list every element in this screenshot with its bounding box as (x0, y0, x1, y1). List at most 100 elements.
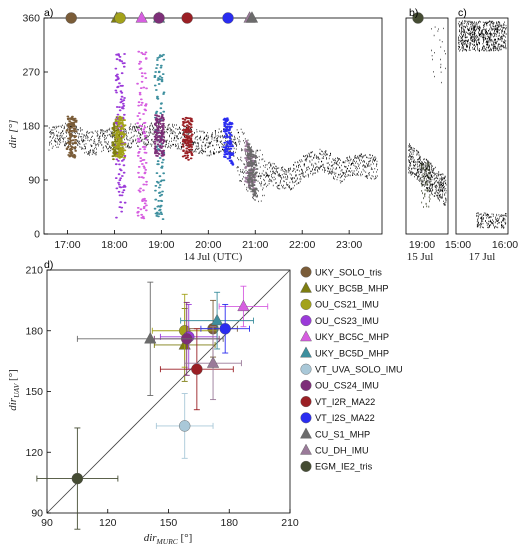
panel-c-reference-series (458, 21, 506, 228)
data-point-VT_I2S_MA22 (220, 323, 231, 334)
reference-series (49, 123, 378, 201)
svg-text:dirUAV [°]: dirUAV [°] (7, 369, 21, 411)
panel-a-x-ticks: 17:00 18:00 19:00 20:00 21:00 22:00 23:00 (54, 230, 362, 251)
y-tick-label: 180 (25, 325, 43, 337)
legend-item-OU_CS21_IMU: OU_CS21_IMU (301, 299, 379, 310)
legend-marker (301, 299, 312, 310)
legend-label: CU_DH_IMU (315, 446, 369, 456)
panel-d-x-axis-label: dirMURC [°] (144, 532, 193, 546)
legend-marker (300, 282, 311, 292)
panel-c: c) 15:00 16:00 17 Jul (445, 7, 518, 263)
panel-d-y-axis-label: dirUAV [°] (7, 369, 21, 411)
panel-b-x-tick-label: 19:00 (409, 239, 435, 251)
y-tick-label: 90 (28, 175, 40, 187)
data-point-VT_I2R_MA22 (191, 364, 202, 375)
legend-label: UKY_BC5B_MHP (315, 284, 389, 294)
point-group-EGM_IE2_tris (37, 428, 118, 529)
panel-a-frame (44, 18, 382, 234)
flight-marker-UKY_BC5C_MHP (136, 12, 148, 23)
x-tick-label: 19:00 (148, 239, 174, 251)
legend-item-OU_CS23_IMU: OU_CS23_IMU (301, 315, 379, 326)
point-group-OU_CS21_IMU (152, 294, 217, 367)
panel-b-x-axis-label: 15 Jul (407, 251, 434, 263)
panel-b-frame (406, 18, 448, 234)
x-tick-label: 120 (99, 517, 117, 529)
panel-b-data (408, 13, 446, 208)
legend-marker (301, 396, 312, 407)
y-tick-label: 210 (25, 265, 43, 277)
legend-marker (300, 331, 311, 341)
panel-a-x-axis-label: 14 Jul (UTC) (184, 251, 243, 263)
data-point-CU_DH_IMU (207, 357, 219, 368)
legend-marker (301, 315, 312, 326)
legend-item-UKY_BC5B_MHP: UKY_BC5B_MHP (300, 282, 388, 293)
flight-marker-VT_I2S_MA22 (223, 13, 234, 24)
panel-d: 90 120 150 180 210 90 120 150 180 210 d) dirUAV … (7, 259, 299, 546)
panel-a-y-axis-label: dir [°] (7, 120, 19, 149)
legend-marker (301, 461, 312, 472)
legend-item-UKY_SOLO_tris: UKY_SOLO_tris (301, 267, 383, 278)
legend-item-UKY_BC5C_MHP: UKY_BC5C_MHP (300, 331, 389, 342)
panel-a-data (49, 12, 378, 219)
legend-label: UKY_SOLO_tris (315, 267, 382, 277)
y-tick-label: 0 (34, 229, 40, 241)
panel-c-label: c) (458, 7, 467, 19)
legend: UKY_SOLO_tris UKY_BC5B_MHP OU_CS21_IMU OU_C… (300, 267, 402, 472)
panel-c-x-tick-label-2: 16:00 (492, 239, 518, 251)
flight-marker-OU_CS21_IMU (115, 13, 126, 24)
x-tick-label: 210 (281, 517, 299, 529)
legend-marker (300, 347, 311, 357)
panel-c-x-axis-label: 17 Jul (469, 251, 496, 263)
legend-label: UKY_BC5D_MHP (315, 348, 389, 358)
legend-label: VT_I2S_MA22 (315, 413, 375, 423)
panel-b: b) 19:00 15 Jul (406, 7, 448, 263)
legend-marker (301, 267, 312, 278)
data-point-VT_UVA_SOLO_IMU (179, 420, 190, 431)
y-tick-label: 180 (22, 121, 40, 133)
flight-segment-UKY_SOLO_tris (67, 117, 77, 158)
x-tick-label: 90 (41, 517, 53, 529)
data-point-UKY_BC5C_MHP (238, 300, 250, 311)
y-tick-label: 120 (25, 447, 43, 459)
legend-label: EGM_IE2_tris (315, 462, 373, 472)
point-group-VT_I2R_MA22 (160, 329, 233, 410)
y-tick-label: 270 (22, 67, 40, 79)
legend-item-EGM_IE2_tris: EGM_IE2_tris (301, 461, 373, 472)
legend-marker (300, 444, 311, 454)
legend-item-VT_I2S_MA22: VT_I2S_MA22 (301, 413, 375, 424)
x-tick-label: 23:00 (336, 239, 362, 251)
legend-marker (301, 380, 312, 391)
x-tick-label: 21:00 (242, 239, 268, 251)
legend-item-CU_DH_IMU: CU_DH_IMU (300, 444, 368, 455)
legend-label: CU_S1_MHP (315, 429, 370, 439)
flight-marker-VT_I2R_MA22 (182, 13, 193, 24)
y-tick-label: 150 (25, 386, 43, 398)
legend-item-OU_CS24_IMU: OU_CS24_IMU (301, 380, 379, 391)
panel-b-reference-series (408, 27, 446, 205)
legend-label: UKY_BC5C_MHP (315, 332, 389, 342)
x-tick-label: 18:00 (101, 239, 127, 251)
legend-marker (301, 413, 312, 424)
panel-d-label: d) (44, 259, 53, 271)
legend-label: VT_UVA_SOLO_IMU (315, 365, 403, 375)
panel-d-x-ticks: 90 120 150 180 210 (41, 509, 299, 529)
panel-c-x-tick-label-1: 15:00 (445, 239, 471, 251)
x-tick-label: 22:00 (289, 239, 315, 251)
x-tick-label: 20:00 (195, 239, 221, 251)
point-group-VT_I2S_MA22 (201, 304, 250, 353)
legend-label: VT_I2R_MA22 (315, 397, 375, 407)
legend-label: OU_CS23_IMU (315, 316, 379, 326)
panel-a: 090180270360 17:00 18:00 19:00 20:00 21:00 22… (7, 7, 382, 263)
panel-c-data (458, 21, 506, 228)
flight-segment-VT_I2R_MA22 (183, 118, 193, 160)
legend-item-CU_S1_MHP: CU_S1_MHP (300, 428, 370, 439)
panel-d-data (37, 270, 290, 529)
y-tick-label: 360 (22, 13, 40, 25)
panel-b-label: b) (409, 7, 418, 19)
legend-marker (301, 364, 312, 375)
data-point-EGM_IE2_tris (72, 473, 83, 484)
flight-marker-UKY_SOLO_tris (66, 13, 77, 24)
x-tick-label: 180 (220, 517, 238, 529)
flight-segment-UKY_BC5C_MHP (137, 52, 147, 219)
